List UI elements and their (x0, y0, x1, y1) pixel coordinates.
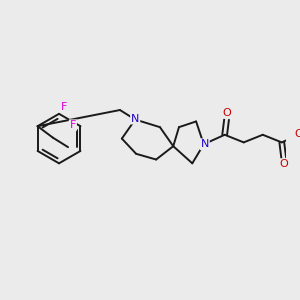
Text: F: F (70, 120, 76, 130)
Text: F: F (61, 102, 67, 112)
Text: O: O (222, 108, 231, 118)
Text: O: O (279, 159, 288, 169)
Text: O: O (295, 129, 300, 139)
Text: N: N (200, 139, 209, 149)
Text: N: N (131, 114, 140, 124)
